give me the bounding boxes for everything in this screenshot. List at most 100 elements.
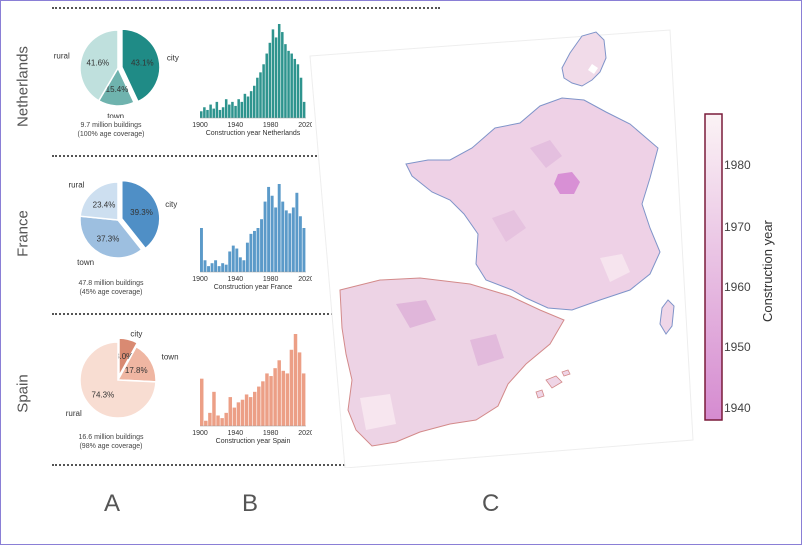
hist-bar xyxy=(253,85,256,118)
hist-bar xyxy=(271,29,275,118)
pie-label-city: city xyxy=(165,200,177,209)
hist-bar xyxy=(259,72,262,118)
hist-bar xyxy=(217,266,221,272)
hist-bar xyxy=(256,228,260,272)
hist-bar xyxy=(212,108,215,118)
hist-bar xyxy=(228,251,232,272)
hist-bar xyxy=(293,58,297,118)
colorbar xyxy=(704,113,723,421)
x-axis-label: Construction year Spain xyxy=(216,438,291,445)
hist-bar xyxy=(237,99,240,118)
hist-bar xyxy=(256,77,259,118)
x-tick-label: 2020 xyxy=(298,430,312,437)
hist-bar xyxy=(203,260,207,272)
age-coverage: (100% age coverage) xyxy=(77,131,145,138)
region-darker xyxy=(530,140,562,168)
pie-pct-city: 8.0% xyxy=(115,352,133,361)
hist-bar xyxy=(265,373,269,426)
paris-region xyxy=(554,172,580,194)
colorbar-tick-1960: 1960 xyxy=(724,280,751,294)
pie-label-rural: rural xyxy=(68,180,84,189)
pie-chart-netherlands: 43.1% city 15.4% town 41.6% rural xyxy=(40,18,180,118)
x-tick-label: 2020 xyxy=(298,122,312,129)
age-coverage: (45% age coverage) xyxy=(79,289,143,296)
hist-bar xyxy=(302,101,306,118)
hist-bar xyxy=(253,391,257,426)
hist-bar xyxy=(277,184,281,272)
pie-label-rural: rural xyxy=(66,409,82,418)
pie-label-town: town xyxy=(107,112,124,118)
x-axis-label: Construction year France xyxy=(214,284,293,291)
hist-bar xyxy=(265,53,268,118)
hist-bar xyxy=(263,201,267,272)
hist-bar xyxy=(277,360,281,426)
hist-bar xyxy=(200,111,203,118)
hist-bar xyxy=(281,370,286,426)
x-tick-label: 1980 xyxy=(263,430,279,437)
panel-letter-b: B xyxy=(242,490,259,517)
pie-pct-rural: 41.6% xyxy=(86,59,109,68)
hist-bar xyxy=(297,352,302,426)
colorbar-tick-1980: 1980 xyxy=(724,158,751,172)
x-tick-label: 1980 xyxy=(263,122,279,129)
balearic-islands xyxy=(535,369,571,399)
hist-bar xyxy=(224,412,228,426)
hist-bar xyxy=(204,420,208,426)
hist-bar xyxy=(203,107,206,118)
pie-slice-rural xyxy=(79,29,119,102)
hist-bar xyxy=(290,53,293,118)
x-tick-label: 2020 xyxy=(298,276,312,283)
hist-bar xyxy=(285,373,290,426)
hist-bar xyxy=(238,257,242,272)
region-highlight xyxy=(588,64,598,74)
hist-bar xyxy=(274,37,278,118)
hist-bar xyxy=(301,373,306,426)
hist-bar xyxy=(249,91,253,118)
age-coverage: (98% age coverage) xyxy=(79,443,143,450)
hist-bar xyxy=(268,42,272,118)
pie-label-town: town xyxy=(162,353,179,362)
buildings-count: 9.7 million buildings xyxy=(80,122,142,129)
separator-bottom xyxy=(52,464,368,466)
hist-bar xyxy=(293,334,298,426)
pie-label-city: city xyxy=(167,54,179,63)
region-darker xyxy=(396,300,436,328)
hist-bar xyxy=(249,233,253,272)
hist-bar xyxy=(215,101,219,118)
pie-pct-city: 39.3% xyxy=(130,208,153,217)
separator-1 xyxy=(52,155,368,157)
hist-bar xyxy=(262,64,265,118)
choropleth-map xyxy=(309,29,694,468)
hist-bar xyxy=(284,44,287,119)
corsica-shape xyxy=(659,299,675,335)
region-darker xyxy=(470,334,504,366)
hist-bar xyxy=(274,207,278,272)
colorbar-tick-1940: 1940 xyxy=(724,401,751,415)
hist-bar xyxy=(248,397,253,426)
hist-bar xyxy=(244,394,249,426)
hist-bar xyxy=(224,99,228,118)
hist-bar xyxy=(257,386,261,426)
caption-spain: 16.6 million buildings (98% age coverage… xyxy=(36,433,186,451)
separator-2 xyxy=(52,313,368,315)
caption-france: 47.8 million buildings (45% age coverage… xyxy=(36,279,186,297)
pie-pct-city: 43.1% xyxy=(131,59,154,68)
hist-bar xyxy=(231,101,234,118)
hist-bar xyxy=(208,412,212,426)
hist-bar xyxy=(236,402,241,426)
colorbar-label: Construction year xyxy=(760,220,775,322)
x-tick-label: 1940 xyxy=(228,430,244,437)
hist-bar xyxy=(245,242,249,272)
pie-slice-town xyxy=(79,215,143,259)
hist-bar xyxy=(206,109,209,118)
hist-bar xyxy=(253,230,256,272)
hist-bar xyxy=(260,219,263,272)
hist-bar xyxy=(295,192,299,272)
hist-bar xyxy=(261,381,265,426)
row-label-france: France xyxy=(14,210,32,257)
histogram-spain: 1900 1940 1980 2020 Construction year Spain xyxy=(192,328,312,448)
hist-bar xyxy=(235,248,239,272)
panel-letter-a: A xyxy=(104,490,121,517)
x-tick-label: 1900 xyxy=(192,430,208,437)
